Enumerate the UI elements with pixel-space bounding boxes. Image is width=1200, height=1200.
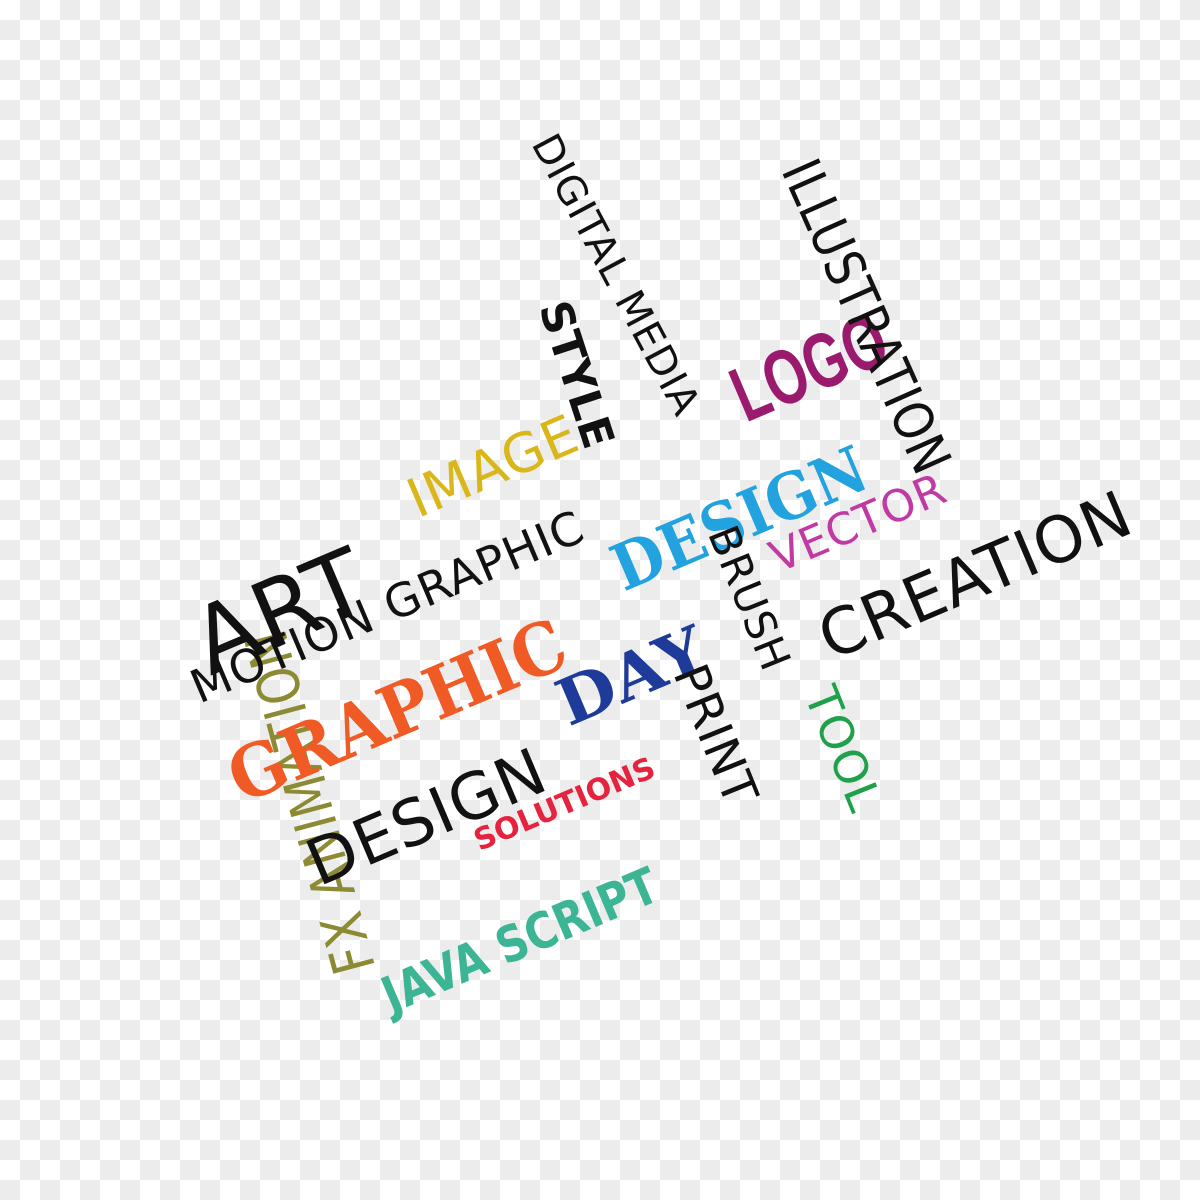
word-print: PRINT bbox=[661, 656, 769, 814]
word-illustration: ILLUSTRATION bbox=[769, 149, 964, 484]
word-tool: TOOL bbox=[793, 678, 893, 820]
word-java-script: JAVA SCRIPT bbox=[373, 856, 667, 1025]
